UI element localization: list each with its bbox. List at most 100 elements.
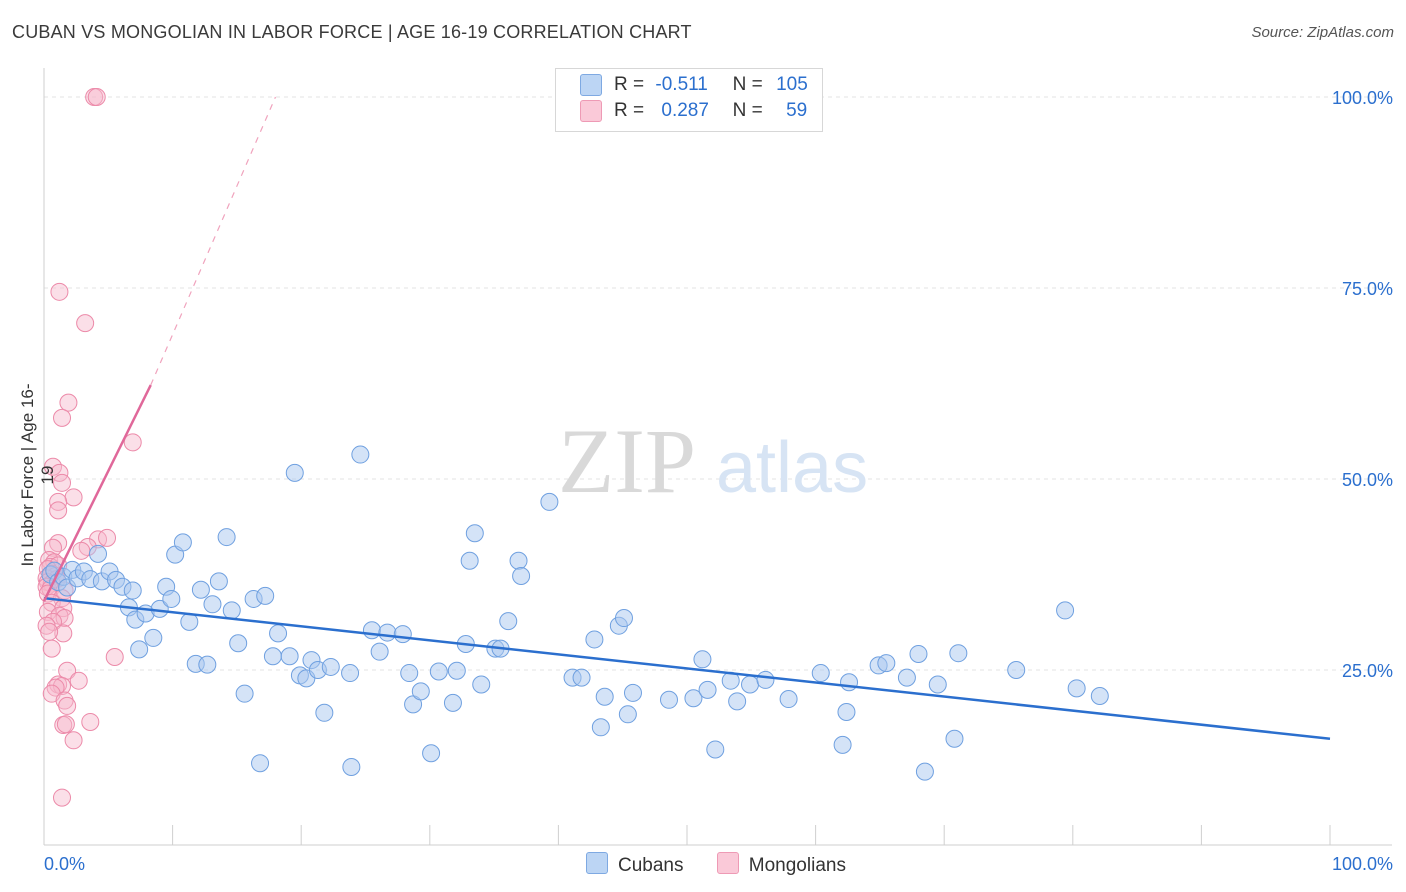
y-tick-label: 75.0% bbox=[1342, 279, 1393, 299]
cubans-point bbox=[89, 544, 108, 563]
mongolians-point bbox=[81, 712, 100, 731]
x-tick-label: 0.0% bbox=[44, 854, 85, 874]
cubans-point bbox=[698, 680, 717, 699]
mongolians-point bbox=[44, 538, 63, 557]
stats-legend: R = -0.511 N = 105 R = 0.287 N = 59 bbox=[555, 68, 823, 132]
mongolians-point bbox=[53, 408, 72, 427]
cubans-point bbox=[928, 675, 947, 694]
cubans-point bbox=[321, 657, 340, 676]
cubans-swatch bbox=[580, 74, 602, 96]
n-label: N = bbox=[732, 100, 763, 122]
cubans-point bbox=[779, 690, 798, 709]
mongolians-point bbox=[49, 501, 68, 520]
cubans-point bbox=[378, 623, 397, 642]
trendlines bbox=[42, 96, 1331, 741]
mongolians-point bbox=[38, 602, 57, 621]
r-label: R = bbox=[614, 100, 645, 122]
axes bbox=[43, 68, 1392, 846]
y-tick-label: 25.0% bbox=[1342, 661, 1393, 681]
mongolians-trendline-extension bbox=[150, 96, 277, 386]
cubans-point bbox=[351, 445, 370, 464]
mongolians-point bbox=[53, 677, 72, 696]
cubans-point bbox=[235, 684, 254, 703]
mongolians-point bbox=[123, 433, 142, 452]
source-label: Source: ZipAtlas.com bbox=[1251, 24, 1394, 41]
mongolians-point bbox=[105, 648, 124, 667]
cubans-series bbox=[41, 445, 1109, 781]
mongolians-point bbox=[54, 624, 73, 643]
mongolians-point bbox=[72, 541, 91, 560]
mongolians-point bbox=[53, 788, 72, 807]
y-axis-label: In Labor Force | Age 16-19 bbox=[18, 383, 57, 567]
legend-item-mongolians: Mongolians bbox=[716, 852, 846, 877]
n-label: N = bbox=[732, 74, 763, 96]
cubans-point bbox=[623, 683, 642, 702]
cubans-point bbox=[162, 589, 181, 608]
cubans-point bbox=[945, 729, 964, 748]
cubans-point bbox=[144, 628, 163, 647]
cubans-point bbox=[263, 647, 282, 666]
cubans-point bbox=[411, 682, 430, 701]
cubans-point bbox=[173, 533, 192, 552]
cubans-point bbox=[217, 528, 236, 547]
cubans-point bbox=[203, 595, 222, 614]
mongolians-point bbox=[55, 691, 74, 710]
cubans-point bbox=[362, 621, 381, 640]
cubans-point bbox=[614, 609, 633, 628]
legend-item-cubans: Cubans bbox=[586, 852, 684, 877]
watermark-zip: ZIP bbox=[558, 410, 696, 512]
cubans-point bbox=[499, 612, 518, 631]
cubans-point bbox=[460, 551, 479, 570]
cubans-point bbox=[618, 705, 637, 724]
cubans-point bbox=[130, 640, 149, 659]
cubans-point bbox=[229, 634, 248, 653]
cubans-point bbox=[756, 670, 775, 689]
mongolians-point bbox=[64, 731, 83, 750]
mongolians-point bbox=[59, 393, 78, 412]
mongolians-point bbox=[69, 671, 88, 690]
mongolians-point bbox=[98, 528, 117, 547]
n-value: 59 bbox=[786, 100, 808, 122]
cubans-point bbox=[1007, 661, 1026, 679]
legend-label-mongolians: Mongolians bbox=[748, 855, 846, 876]
cubans-point bbox=[123, 581, 142, 600]
cubans-point bbox=[877, 654, 896, 673]
mongolians-point bbox=[53, 473, 72, 492]
cubans-point bbox=[315, 703, 334, 722]
cubans-point bbox=[251, 754, 270, 773]
cubans-point bbox=[909, 644, 928, 663]
cubans-point bbox=[198, 655, 217, 674]
mongolians-swatch bbox=[580, 100, 602, 122]
cubans-point bbox=[222, 601, 241, 620]
n-value: 105 bbox=[776, 74, 808, 96]
mongolians-point bbox=[40, 622, 59, 641]
cubans-point bbox=[422, 744, 441, 763]
cubans-point bbox=[256, 586, 275, 605]
mongolians-point bbox=[76, 314, 95, 333]
mongolians-point bbox=[64, 488, 83, 507]
cubans-point bbox=[741, 675, 760, 694]
mongolians-point bbox=[50, 282, 69, 301]
cubans-point bbox=[465, 524, 484, 543]
cubans-point bbox=[949, 644, 968, 663]
cubans-point bbox=[400, 664, 419, 683]
cubans-point bbox=[585, 630, 604, 649]
cubans-point bbox=[191, 580, 210, 599]
mongolians-point bbox=[87, 88, 106, 106]
cubans-point bbox=[269, 624, 288, 643]
mongolians-point bbox=[55, 609, 74, 628]
legend-row-cubans: R = -0.511 N = 105 bbox=[580, 74, 808, 100]
cubans-point bbox=[209, 572, 228, 591]
cubans-point bbox=[1090, 686, 1109, 705]
cubans-point bbox=[840, 673, 859, 692]
r-label: R = bbox=[614, 74, 645, 96]
cubans-point bbox=[693, 650, 712, 669]
cubans-point bbox=[706, 740, 725, 759]
cubans-point bbox=[811, 664, 830, 683]
cubans-point bbox=[393, 625, 412, 644]
gridlines bbox=[44, 96, 1392, 671]
cubans-point bbox=[1067, 679, 1086, 698]
mongolians-point bbox=[56, 715, 75, 734]
cubans-point bbox=[837, 703, 856, 722]
